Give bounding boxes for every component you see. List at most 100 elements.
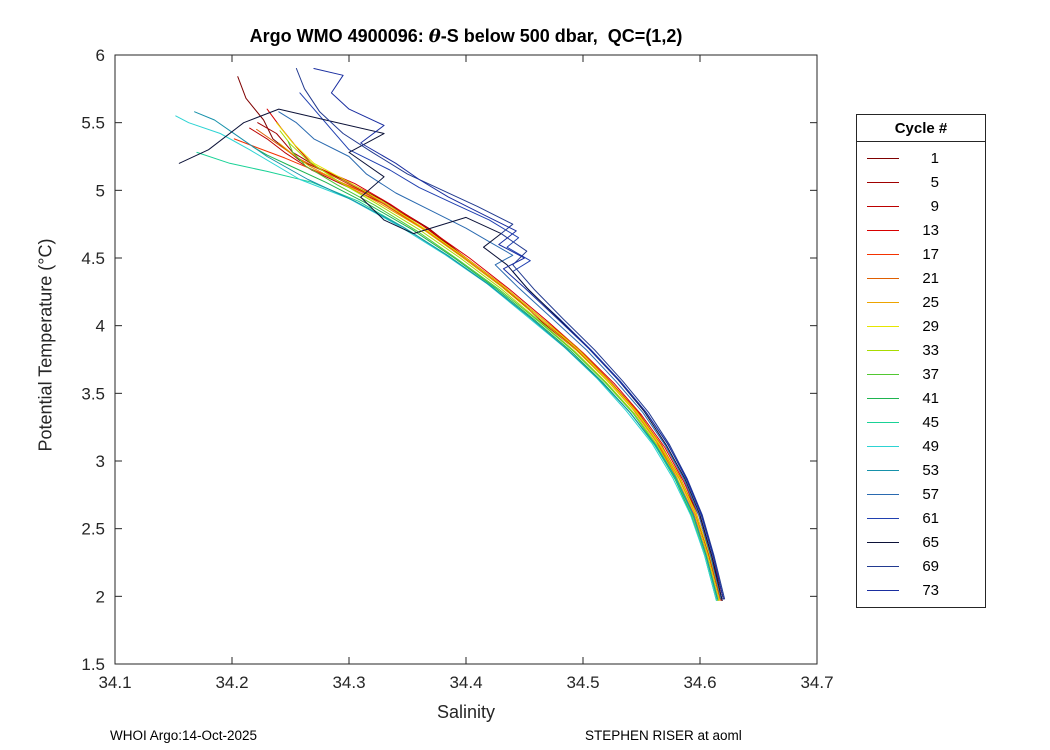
y-tick-label: 4: [96, 317, 105, 336]
series-cycle-29: [276, 122, 722, 600]
x-tick-label: 34.5: [566, 673, 599, 692]
legend-entry-cycle-65: 65: [857, 530, 985, 554]
legend-entry-label: 29: [922, 317, 939, 335]
theta-symbol: θ: [428, 26, 441, 47]
x-axis-label: Salinity: [436, 702, 496, 722]
legend-line-sample: [867, 469, 899, 471]
y-tick-label: 4.5: [81, 249, 105, 268]
legend-entry-label: 25: [922, 293, 939, 311]
legend-entry-label: 5: [930, 173, 939, 191]
y-tick-label: 2: [96, 587, 105, 606]
legend-entry-label: 41: [922, 389, 939, 407]
legend-entry-cycle-45: 45: [857, 410, 985, 434]
legend-entry-label: 73: [922, 581, 939, 599]
legend-title: Cycle #: [857, 115, 985, 142]
legend-line-sample: [867, 421, 899, 423]
legend-entry-label: 69: [922, 557, 939, 575]
legend-line-sample: [867, 541, 899, 543]
footer-source-text: WHOI Argo:14-Oct-2025: [110, 728, 258, 743]
series-cycle-57: [278, 111, 722, 600]
legend-entry-label: 9: [930, 197, 939, 215]
legend-entry-label: 45: [922, 413, 939, 431]
legend-entry-cycle-33: 33: [857, 338, 985, 362]
plot-title: Argo WMO 4900096: θ-S below 500 dbar, QC…: [115, 26, 817, 47]
series-cycle-41: [252, 146, 717, 601]
plot-title-prefix: Argo WMO 4900096:: [249, 26, 429, 46]
legend-line-sample: [867, 445, 899, 447]
legend-line-sample: [867, 277, 899, 279]
legend-entry-label: 49: [922, 437, 939, 455]
legend-entry-label: 17: [922, 245, 939, 263]
series-cycle-49: [175, 115, 717, 601]
x-tick-label: 34.7: [800, 673, 833, 692]
series-cycle-33: [279, 130, 720, 601]
y-tick-label: 1.5: [81, 655, 105, 674]
legend-entry-label: 21: [922, 269, 939, 287]
legend-line-sample: [867, 565, 899, 567]
x-tick-label: 34.2: [215, 673, 248, 692]
series-cycle-37: [287, 141, 718, 601]
legend-entry-label: 53: [922, 461, 939, 479]
legend-entry-label: 65: [922, 533, 939, 551]
y-tick-label: 2.5: [81, 520, 105, 539]
legend-line-sample: [867, 301, 899, 303]
legend-entry-label: 33: [922, 341, 939, 359]
x-tick-label: 34.6: [683, 673, 716, 692]
legend-entry-cycle-1: 1: [857, 146, 985, 170]
legend-entry-label: 1: [930, 149, 939, 167]
legend-entry-cycle-9: 9: [857, 194, 985, 218]
legend-entry-label: 57: [922, 485, 939, 503]
series-cycle-25: [278, 142, 721, 601]
legend-line-sample: [867, 229, 899, 231]
legend-entry-label: 13: [922, 221, 939, 239]
legend-line-sample: [867, 181, 899, 183]
legend-entry-cycle-37: 37: [857, 362, 985, 386]
legend-entry-cycle-5: 5: [857, 170, 985, 194]
series-cycle-1: [237, 76, 723, 601]
series-cycle-73: [313, 68, 724, 600]
y-tick-label: 6: [96, 46, 105, 65]
series-cycle-13: [266, 108, 724, 600]
legend: Cycle # 1 5 9 13 17 21 25 29 33 37 41 45 49 53 57 61 65 6…: [856, 114, 986, 608]
legend-line-sample: [867, 157, 899, 159]
legend-line-sample: [867, 517, 899, 519]
legend-entry-cycle-73: 73: [857, 578, 985, 602]
legend-line-sample: [867, 373, 899, 375]
legend-line-sample: [867, 589, 899, 591]
y-tick-label: 3: [96, 452, 105, 471]
legend-line-sample: [867, 325, 899, 327]
legend-entry-cycle-17: 17: [857, 242, 985, 266]
x-tick-label: 34.4: [449, 673, 482, 692]
legend-line-sample: [867, 349, 899, 351]
legend-entry-cycle-21: 21: [857, 266, 985, 290]
series-cycle-21: [256, 128, 722, 600]
legend-entry-cycle-61: 61: [857, 506, 985, 530]
legend-entries: 1 5 9 13 17 21 25 29 33 37 41 45 49 53 57 61 65 69 73: [857, 142, 985, 607]
legend-entry-cycle-69: 69: [857, 554, 985, 578]
legend-entry-label: 37: [922, 365, 939, 383]
y-tick-label: 5: [96, 181, 105, 200]
legend-line-sample: [867, 493, 899, 495]
legend-line-sample: [867, 397, 899, 399]
plot-title-suffix: -S below 500 dbar, QC=(1,2): [440, 26, 683, 46]
series-cycle-17: [233, 138, 720, 601]
y-axis-label: Potential Temperature (°C): [35, 238, 56, 452]
legend-entry-cycle-57: 57: [857, 482, 985, 506]
legend-entry-cycle-41: 41: [857, 386, 985, 410]
legend-entry-cycle-49: 49: [857, 434, 985, 458]
y-tick-label: 5.5: [81, 114, 105, 133]
legend-entry-label: 61: [922, 509, 939, 527]
legend-line-sample: [867, 253, 899, 255]
x-tick-label: 34.3: [332, 673, 365, 692]
legend-entry-cycle-53: 53: [857, 458, 985, 482]
series-cycle-53: [194, 111, 718, 600]
x-tick-label: 34.1: [98, 673, 131, 692]
series-cycle-65: [178, 108, 723, 601]
series-cycle-45: [196, 151, 718, 600]
series-cycle-5: [257, 122, 721, 600]
legend-entry-cycle-13: 13: [857, 218, 985, 242]
legend-line-sample: [867, 205, 899, 207]
footer-credit-text: STEPHEN RISER at aoml: [585, 728, 742, 743]
